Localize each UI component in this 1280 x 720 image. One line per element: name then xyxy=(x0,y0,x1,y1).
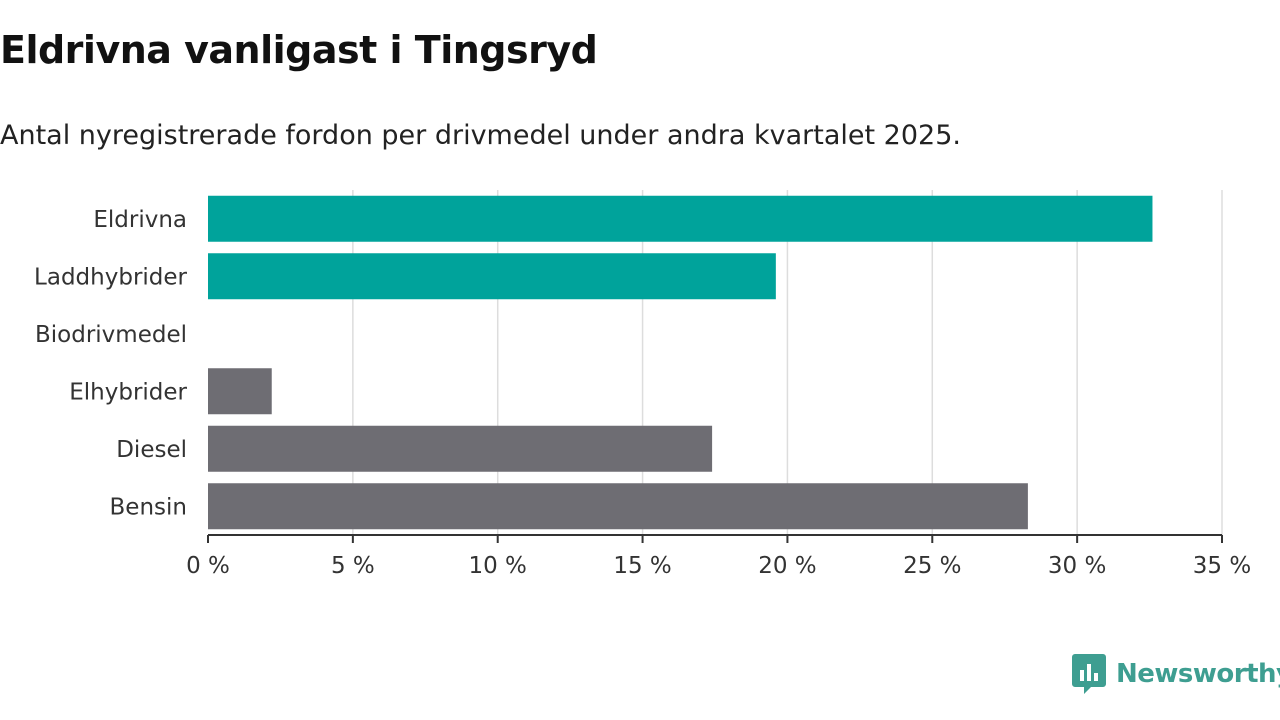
category-label: Bensin xyxy=(110,494,187,520)
x-tick-label: 10 % xyxy=(468,553,526,579)
x-tick-label: 25 % xyxy=(903,553,961,579)
bar-diesel xyxy=(208,425,713,472)
newsworthy-logo: Newsworthy xyxy=(1072,654,1280,694)
x-tick-label: 20 % xyxy=(758,553,816,579)
category-label: Elhybrider xyxy=(69,379,187,405)
bars xyxy=(208,195,1153,530)
category-label: Laddhybrider xyxy=(34,264,187,290)
newsworthy-logo-icon xyxy=(1072,654,1106,694)
logo-text: Newsworthy xyxy=(1116,659,1280,689)
x-tick-label: 30 % xyxy=(1048,553,1106,579)
bar-eldrivna xyxy=(208,195,1153,242)
category-label: Diesel xyxy=(116,437,187,463)
x-tick-label: 5 % xyxy=(331,553,375,579)
x-tick-label: 0 % xyxy=(186,553,230,579)
x-tick-label: 15 % xyxy=(613,553,671,579)
chart-subtitle: Antal nyregistrerade fordon per drivmede… xyxy=(0,120,961,151)
bar-bensin xyxy=(208,483,1028,530)
bar-laddhybrider xyxy=(208,253,776,300)
chart-title: Eldrivna vanligast i Tingsryd xyxy=(0,28,598,72)
x-tick-label: 35 % xyxy=(1193,553,1251,579)
gridlines xyxy=(352,190,1223,535)
category-labels: Eldrivna Laddhybrider Biodrivmedel Elhybrid… xyxy=(34,207,187,521)
category-label: Eldrivna xyxy=(93,207,187,233)
bar-chart: Eldrivna Laddhybrider Biodrivmedel Elhybrid… xyxy=(34,190,1251,579)
category-label: Biodrivmedel xyxy=(35,322,187,348)
bar-elhybrider xyxy=(208,368,272,415)
x-axis: 0 % 5 % 10 % 15 % 20 % 25 % 30 % 35 % xyxy=(186,534,1251,579)
